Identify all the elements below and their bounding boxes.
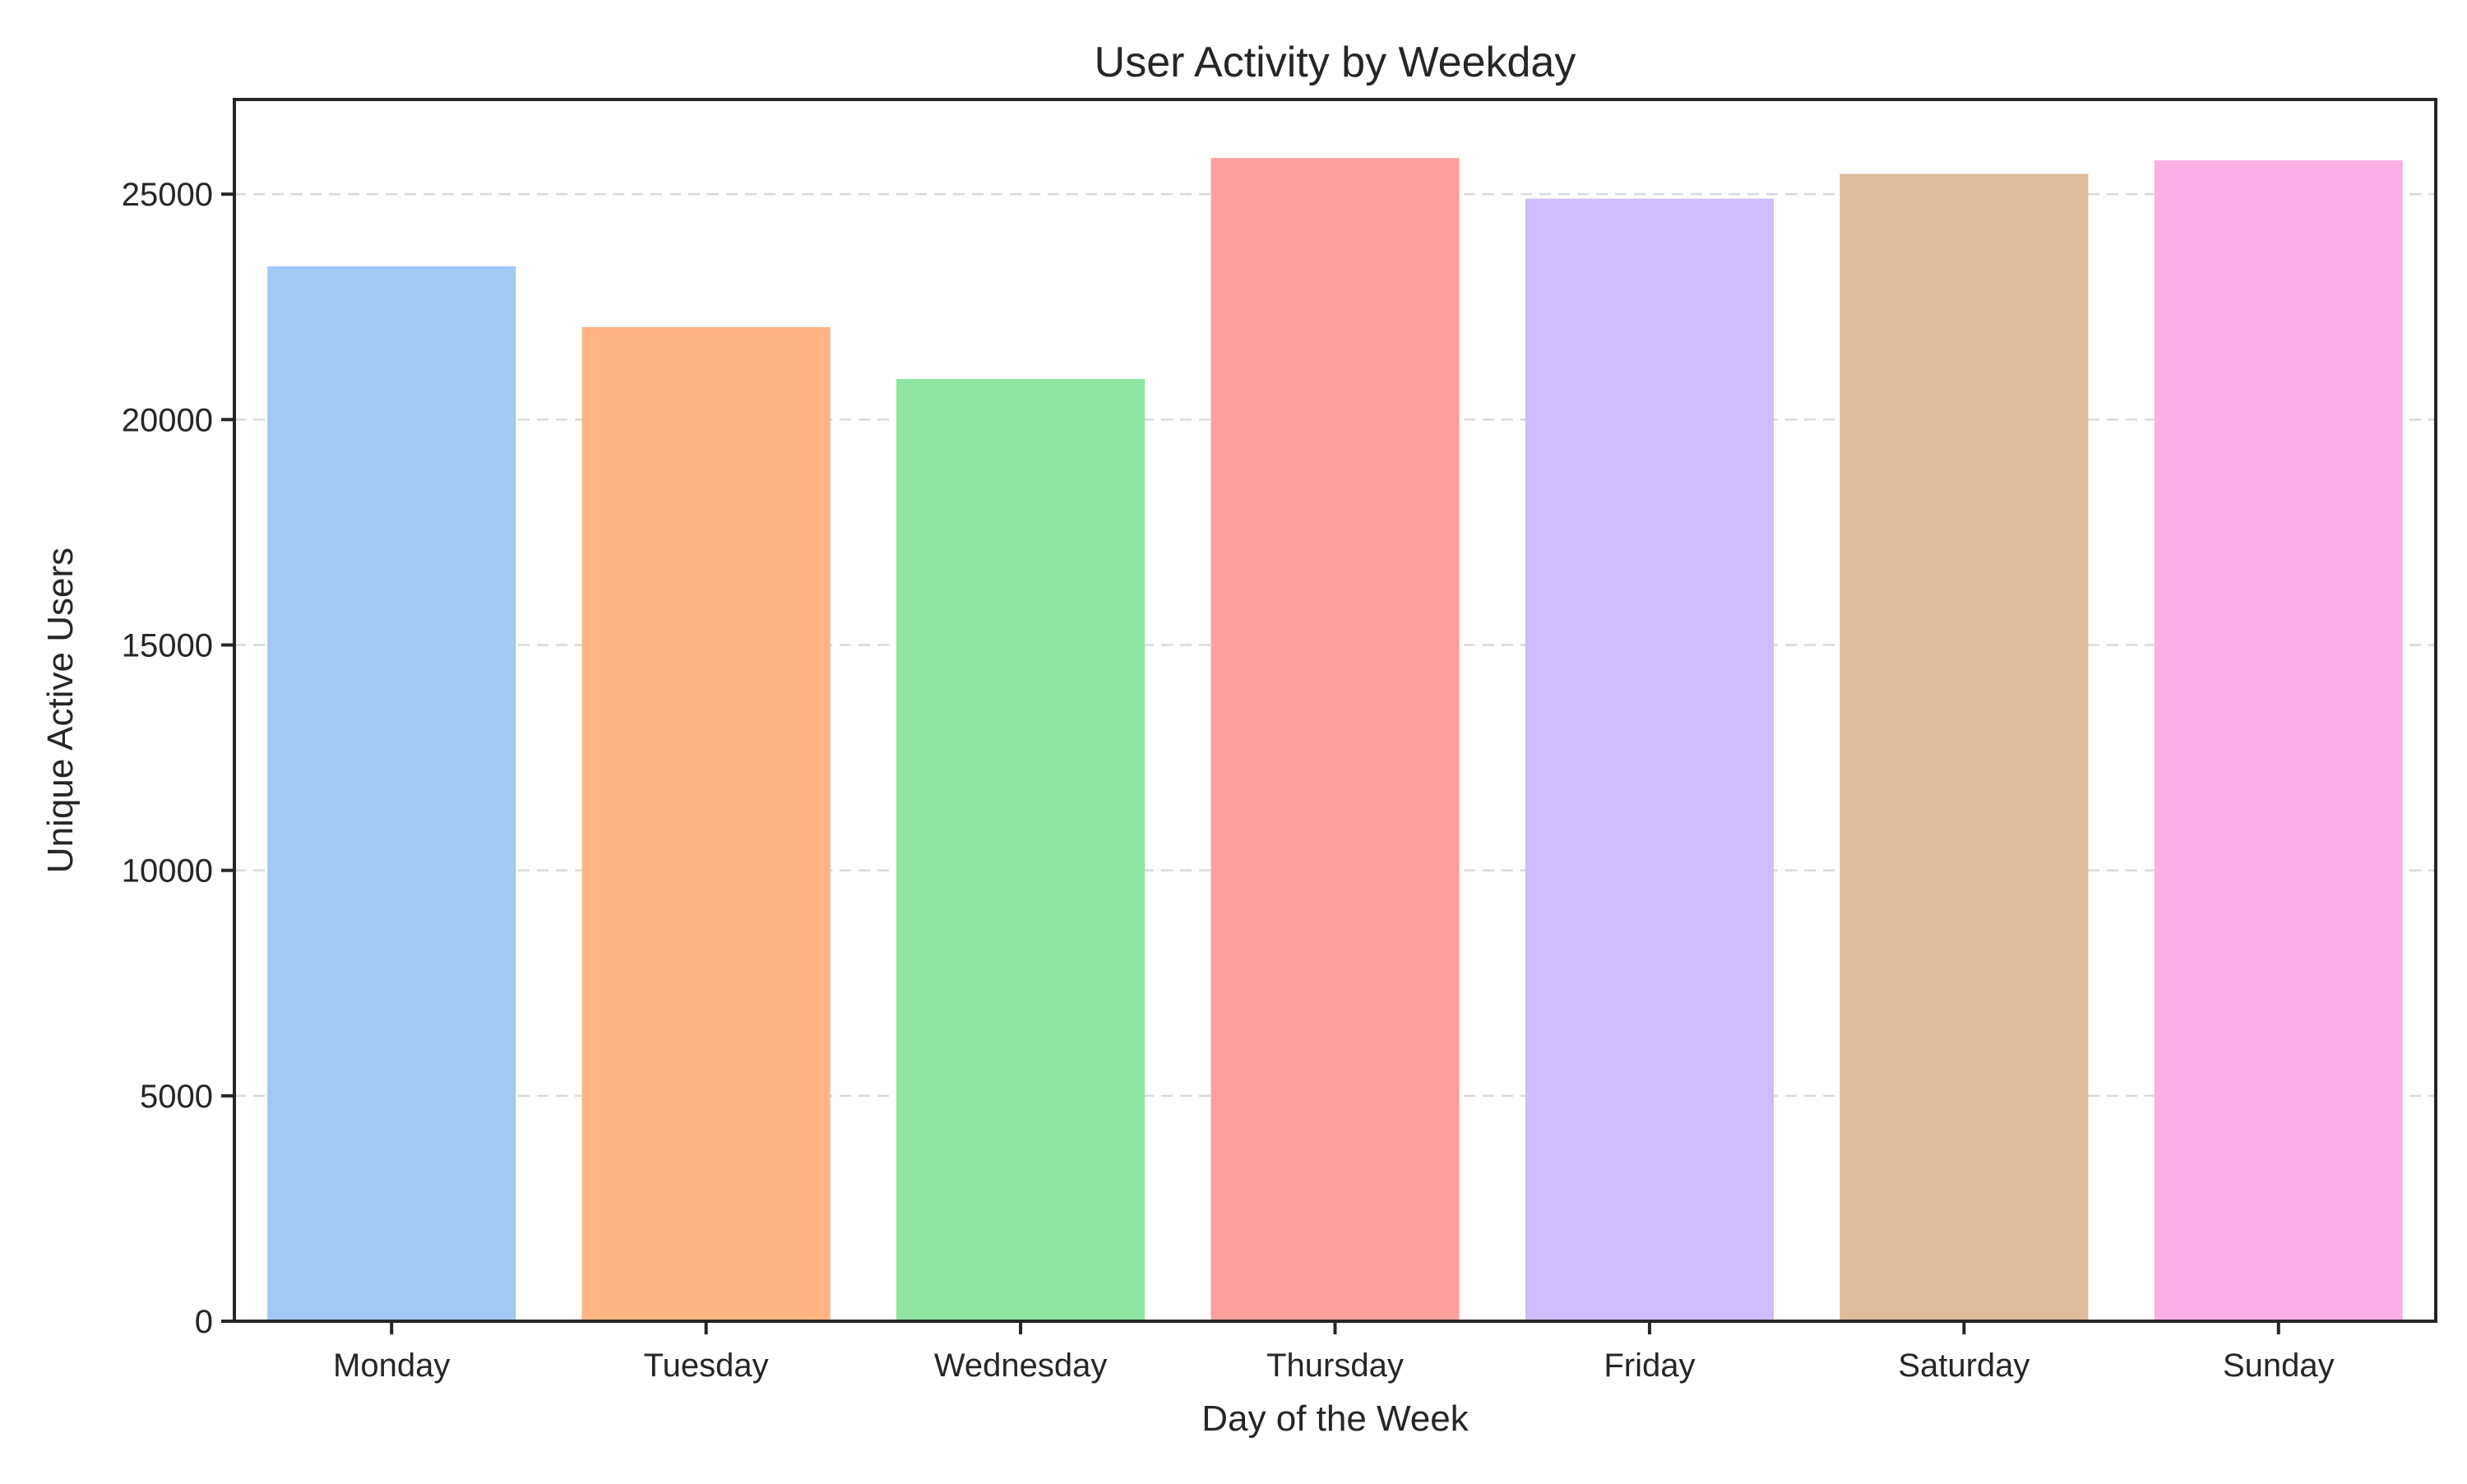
y-tick-label: 10000 <box>122 853 213 890</box>
bars <box>267 158 2403 1322</box>
x-axis-label: Day of the Week <box>1201 1398 1469 1439</box>
bar-tuesday <box>581 326 831 1322</box>
x-tick-label-monday: Monday <box>333 1348 450 1384</box>
bar-friday <box>1525 198 1774 1322</box>
bar-sunday <box>2154 160 2403 1321</box>
y-axis-ticks: 0 5000 10000 15000 20000 25000 <box>122 177 234 1340</box>
chart-title: User Activity by Weekday <box>1095 39 1576 86</box>
x-tick-label-sunday: Sunday <box>2223 1348 2335 1384</box>
x-axis-ticks: Monday Tuesday Wednesday Thursday Friday Satu… <box>333 1321 2335 1384</box>
x-tick-label-wednesday: Wednesday <box>934 1348 1108 1384</box>
y-tick-label: 25000 <box>122 177 213 213</box>
bar-saturday <box>1840 173 2089 1321</box>
y-axis-label: Unique Active Users <box>40 548 81 873</box>
bar-monday <box>267 266 516 1321</box>
y-tick-label: 5000 <box>140 1079 213 1115</box>
bar-thursday <box>1210 158 1460 1321</box>
x-tick-label-thursday: Thursday <box>1266 1348 1404 1384</box>
bar-wednesday <box>896 378 1146 1322</box>
y-tick-label: 0 <box>195 1304 213 1340</box>
y-tick-label: 20000 <box>122 402 213 438</box>
x-tick-label-friday: Friday <box>1604 1348 1695 1384</box>
x-tick-label-tuesday: Tuesday <box>644 1348 769 1384</box>
x-tick-label-saturday: Saturday <box>1898 1348 2030 1384</box>
y-tick-label: 15000 <box>122 627 213 663</box>
